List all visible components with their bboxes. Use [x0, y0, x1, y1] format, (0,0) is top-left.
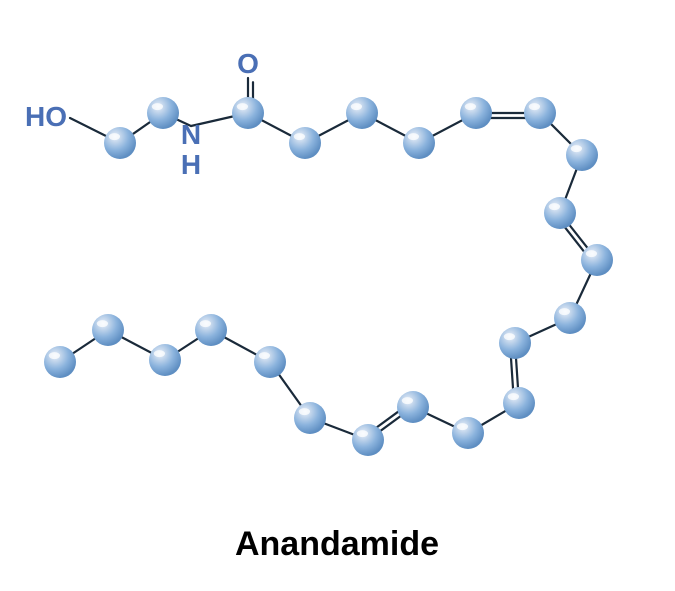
atom-label: HO: [25, 101, 67, 132]
atom-sphere: [403, 127, 435, 159]
molecule-diagram: HO O NH Anandamide: [0, 0, 675, 591]
atom-sphere: [104, 127, 136, 159]
atom-highlight: [294, 133, 305, 140]
atom-sphere: [524, 97, 556, 129]
atom-sphere: [460, 97, 492, 129]
atom-sphere: [289, 127, 321, 159]
molecule-title: Anandamide: [235, 525, 439, 563]
atom-highlight: [504, 333, 515, 340]
atom-sphere: [581, 244, 613, 276]
atom-highlight: [408, 133, 419, 140]
atom-label: N: [181, 119, 201, 150]
bonds-group: [60, 78, 597, 440]
atom-highlight: [49, 352, 60, 359]
atom-highlight: [402, 397, 413, 404]
atom-highlight: [529, 103, 540, 110]
atom-sphere: [452, 417, 484, 449]
atom-highlight: [508, 393, 519, 400]
atom-highlight: [152, 103, 163, 110]
atom-sphere: [149, 344, 181, 376]
atom-highlight: [299, 408, 310, 415]
atom-highlight: [351, 103, 362, 110]
atom-highlight: [465, 103, 476, 110]
atom-sphere: [232, 97, 264, 129]
atom-sphere: [147, 97, 179, 129]
atom-sphere: [566, 139, 598, 171]
labels-group: HO O NH: [25, 48, 259, 180]
atom-highlight: [154, 350, 165, 357]
atom-sphere: [499, 327, 531, 359]
atom-highlight: [571, 145, 582, 152]
atom-label: H: [181, 149, 201, 180]
atom-sphere: [254, 346, 286, 378]
atom-highlight: [559, 308, 570, 315]
atom-sphere: [44, 346, 76, 378]
atom-sphere: [92, 314, 124, 346]
atom-sphere: [352, 424, 384, 456]
atom-sphere: [195, 314, 227, 346]
atom-label: O: [237, 48, 259, 79]
atom-highlight: [200, 320, 211, 327]
atom-highlight: [259, 352, 270, 359]
atom-sphere: [294, 402, 326, 434]
atom-highlight: [357, 430, 368, 437]
atom-highlight: [237, 103, 248, 110]
atom-highlight: [457, 423, 468, 430]
atom-highlight: [109, 133, 120, 140]
atom-sphere: [346, 97, 378, 129]
atom-sphere: [397, 391, 429, 423]
atom-highlight: [97, 320, 108, 327]
atom-highlight: [586, 250, 597, 257]
atom-sphere: [554, 302, 586, 334]
atom-sphere: [503, 387, 535, 419]
atom-highlight: [549, 203, 560, 210]
atoms-group: [44, 97, 613, 456]
atom-sphere: [544, 197, 576, 229]
